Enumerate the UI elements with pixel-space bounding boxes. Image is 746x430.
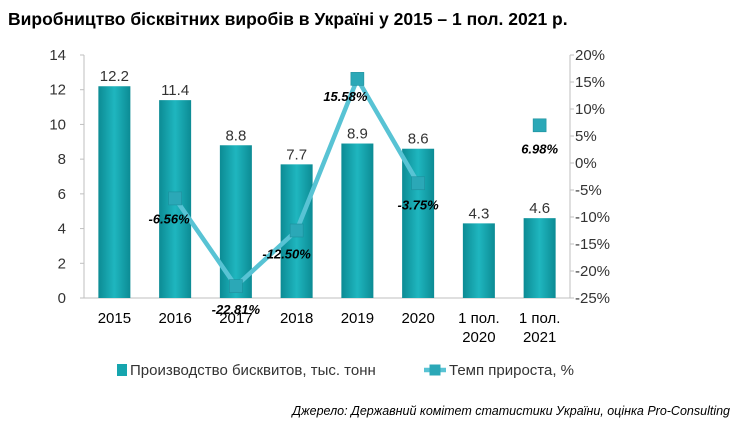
x-tick-label: 1 пол.: [458, 310, 500, 327]
right-tick-label: 15%: [575, 74, 605, 91]
bar-value-label: 4.6: [529, 200, 550, 217]
left-tick-label: 6: [58, 186, 66, 203]
chart-title: Виробництво бісквітних виробів в Україні…: [8, 9, 568, 29]
x-tick-label: 2019: [341, 310, 374, 327]
legend-swatch-marker: [429, 364, 441, 376]
axes: 0 2 4 6 8 10 12 14 -25% -20% -15% -10% -5% 0% 5% 10% 15%…: [49, 47, 610, 346]
legend: Производство бисквитов, тыс. тонн Темп пр…: [117, 362, 574, 379]
growth-value-label: -22.81%: [212, 302, 261, 317]
legend-swatch-bars: [117, 364, 127, 376]
growth-value-label: 6.98%: [521, 141, 558, 156]
growth-value-label: -6.56%: [149, 211, 191, 226]
right-tick-label: -5%: [575, 182, 602, 199]
right-tick-label: 10%: [575, 101, 605, 118]
bars: [98, 86, 556, 298]
bar: [462, 223, 495, 298]
bar-value-label: 7.7: [286, 146, 307, 163]
right-tick-label: 5%: [575, 128, 597, 145]
growth-marker: [289, 223, 304, 238]
legend-label-bars: Производство бисквитов, тыс. тонн: [130, 362, 376, 379]
growth-marker: [229, 279, 243, 293]
bar-value-label: 8.6: [408, 131, 429, 148]
x-tick-label: 1 пол.: [519, 310, 561, 327]
bar: [98, 86, 131, 298]
growth-value-label: -12.50%: [262, 247, 311, 262]
right-tick-label: -20%: [575, 263, 610, 280]
bar-value-label: 8.9: [347, 126, 368, 143]
source-note: Джерело: Державний комітет статистики Ук…: [292, 404, 730, 418]
right-tick-label: -15%: [575, 236, 610, 253]
x-tick-label: 2016: [158, 310, 191, 327]
growth-value-label: -3.75%: [398, 197, 440, 212]
bar-value-label: 12.2: [100, 68, 129, 85]
growth-marker: [411, 176, 425, 191]
chart: 0 2 4 6 8 10 12 14 -25% -20% -15% -10% -5% 0% 5% 10% 15%…: [49, 47, 610, 379]
left-tick-label: 10: [49, 116, 66, 133]
left-tick-label: 12: [49, 82, 66, 99]
x-tick-label: 2017: [219, 310, 252, 327]
growth-marker: [168, 191, 182, 206]
bar: [402, 148, 435, 298]
growth-value-label: 15.58%: [323, 89, 368, 104]
left-tick-label: 2: [58, 255, 66, 272]
right-tick-label: 20%: [575, 47, 605, 64]
bar: [523, 218, 556, 298]
left-tick-label: 8: [58, 151, 66, 168]
x-tick-label: 2021: [523, 329, 556, 346]
right-tick-label: -10%: [575, 209, 610, 226]
left-tick-label: 14: [49, 47, 66, 64]
growth-marker: [532, 118, 547, 133]
growth-marker: [350, 72, 365, 86]
bar-labels: 12.2 11.4 8.8 7.7 8.9 8.6 4.3 4.6: [100, 68, 550, 222]
bar: [341, 143, 374, 298]
bar-value-label: 4.3: [468, 205, 489, 222]
legend-label-line: Темп прироста, %: [449, 362, 574, 379]
x-tick-label: 2020: [401, 310, 434, 327]
bar-value-label: 11.4: [161, 82, 189, 99]
growth-line-group: -6.56% -22.81% -12.50% 15.58% -3.75% 6.98%: [149, 72, 558, 317]
bar-value-label: 8.8: [225, 127, 246, 144]
x-tick-label: 2015: [98, 310, 131, 327]
right-tick-label: 0%: [575, 155, 597, 172]
right-tick-label: -25%: [575, 290, 610, 307]
x-tick-label: 2018: [280, 310, 313, 327]
left-tick-label: 4: [58, 221, 66, 238]
left-tick-label: 0: [58, 290, 66, 307]
x-tick-label: 2020: [462, 329, 495, 346]
